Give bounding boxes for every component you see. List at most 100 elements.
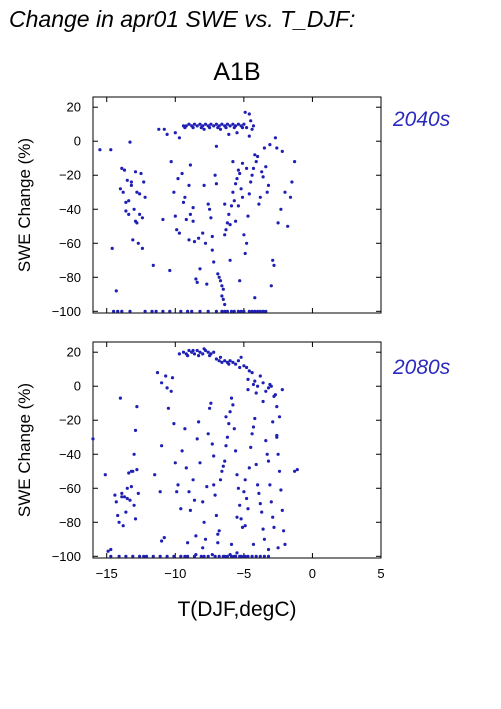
scatter-point xyxy=(121,524,125,528)
axis-ticks: 20 0 −20 −40 −60 −80 −100 xyxy=(52,97,382,319)
scatter-point xyxy=(250,127,254,131)
scatter-point xyxy=(201,546,205,550)
scatter-point xyxy=(269,500,273,504)
scatter-point xyxy=(234,182,238,186)
scatter-point xyxy=(117,554,121,558)
scatter-point xyxy=(246,554,250,558)
scatter-point xyxy=(153,473,157,477)
scatter-point xyxy=(135,468,139,472)
scatter-point xyxy=(253,379,257,383)
scatter-point xyxy=(195,348,199,353)
scatter-point xyxy=(246,388,250,392)
scatter-point xyxy=(109,148,113,152)
y-tick-label: 0 xyxy=(74,134,81,149)
scatter-point xyxy=(214,513,218,518)
scatter-point xyxy=(176,177,180,181)
scatter-point xyxy=(223,202,227,206)
scatter-point xyxy=(124,554,128,558)
x-axis-label: T(DJF,degC) xyxy=(177,598,296,621)
scatter-point xyxy=(239,309,243,313)
scatter-point xyxy=(206,309,210,313)
scatter-point xyxy=(136,491,140,495)
scatter-point xyxy=(231,403,235,407)
scatter-point xyxy=(266,459,271,463)
scatter-point xyxy=(131,554,135,558)
scatter-point xyxy=(238,503,242,507)
scatter-point xyxy=(183,554,187,558)
scatter-point xyxy=(225,554,229,558)
scatter-point xyxy=(124,200,128,204)
scatter-point xyxy=(173,131,177,135)
scatter-point xyxy=(180,171,184,176)
scatter-point xyxy=(195,437,199,441)
scatter-point xyxy=(232,199,236,203)
scatter-point xyxy=(220,309,224,313)
scatter-point xyxy=(254,391,258,395)
scatter-point xyxy=(203,241,208,245)
scatter-point xyxy=(262,537,266,541)
scatter-point xyxy=(249,180,253,184)
scatter-point xyxy=(120,495,124,499)
scatter-point xyxy=(168,268,172,273)
scatter-point xyxy=(218,127,223,131)
scatter-point xyxy=(192,352,197,356)
scatter-point xyxy=(187,348,191,353)
scatter-point xyxy=(238,365,242,370)
scatter-point xyxy=(283,542,287,547)
scatter-point xyxy=(199,126,203,130)
scatter-point xyxy=(186,354,190,358)
scatter-point xyxy=(155,371,160,375)
scatter-point xyxy=(232,126,236,130)
scatter-point xyxy=(165,132,169,136)
scatter-point xyxy=(214,309,218,313)
scatter-point xyxy=(160,444,164,448)
scatter-point xyxy=(217,275,221,279)
scatter-point xyxy=(256,154,260,159)
scatter-point xyxy=(162,536,166,540)
scatter-point xyxy=(106,549,110,553)
scatter-point xyxy=(239,187,243,191)
scatter-point xyxy=(279,207,283,211)
scatter-point xyxy=(139,171,143,176)
scatter-point xyxy=(197,354,201,358)
scatter-point xyxy=(235,177,239,181)
scatter-point xyxy=(202,520,206,524)
scatter-point xyxy=(225,435,229,439)
scatter-point xyxy=(245,365,249,370)
scatter-point xyxy=(202,127,206,131)
scatter-point xyxy=(293,469,297,473)
scatter-point xyxy=(177,231,181,235)
y-tick-label: −60 xyxy=(59,236,81,251)
scatter-point xyxy=(201,500,205,504)
scatter-point xyxy=(140,246,144,250)
scatter-point xyxy=(242,122,246,126)
scatter-point xyxy=(212,483,216,487)
scatter-point xyxy=(125,496,129,501)
scatter-point xyxy=(228,223,232,227)
scatter-point xyxy=(251,382,256,387)
scatter-point xyxy=(246,377,250,381)
scatter-point xyxy=(136,241,140,245)
scatter-point xyxy=(140,216,144,220)
scatter-point xyxy=(177,352,181,356)
scatter-point xyxy=(201,352,205,356)
scatter-point xyxy=(210,234,214,239)
scatter-point xyxy=(162,127,166,131)
scatter-point xyxy=(118,187,122,191)
scatter-point xyxy=(209,216,213,220)
scatter-point xyxy=(258,502,262,506)
scatter-point xyxy=(142,554,146,558)
scatter-point xyxy=(277,415,282,419)
scatter-point xyxy=(258,374,262,378)
scatter-point xyxy=(282,529,286,533)
scatter-point xyxy=(273,136,277,140)
scatter-points xyxy=(98,110,297,313)
scatter-point xyxy=(246,214,250,218)
scatter-point xyxy=(276,221,280,225)
scatter-point xyxy=(236,486,240,490)
scatter-point xyxy=(279,488,283,492)
scatter-point xyxy=(112,309,116,313)
scatter-point xyxy=(247,112,251,116)
scatter-point xyxy=(239,355,243,359)
y-tick-label: −60 xyxy=(59,481,81,496)
